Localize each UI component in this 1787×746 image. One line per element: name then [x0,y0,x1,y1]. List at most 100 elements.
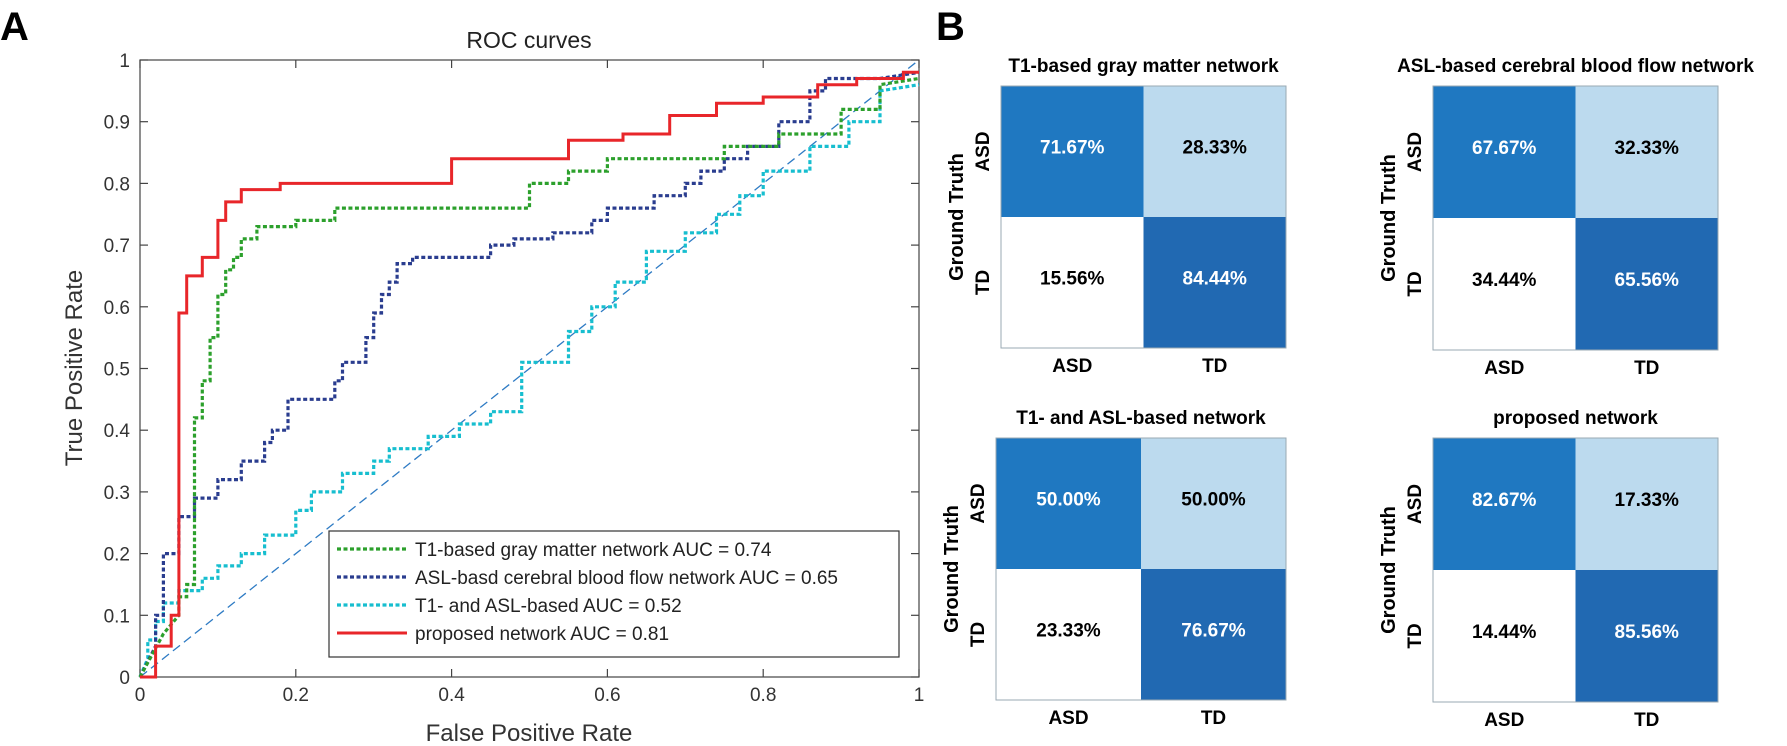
cm-cell-value: 34.44% [1472,270,1537,291]
cm-col-label: ASD [1484,710,1524,731]
cm-cell-value: 17.33% [1615,490,1680,511]
cm-row-label: ASD [1405,132,1426,172]
cm-cell [1001,217,1144,348]
cm-cell-value: 67.67% [1472,138,1537,159]
cm-cell-value: 14.44% [1472,622,1537,643]
cm-cell-value: 28.33% [1183,138,1248,159]
cm-cell-value: 50.00% [1181,490,1246,511]
confusion-matrix-3: 50.00% 50.00% 23.33% 76.67% T1- and ASL-base… [941,408,1287,729]
roc-series-line-3 [140,70,919,679]
cm-cell-value: 23.33% [1036,621,1101,642]
y-tick-label: 0.1 [104,606,130,627]
cm-cell [1433,438,1576,570]
cm-row-label: TD [968,622,989,647]
confusion-matrix-2: 67.67% 32.33% 34.44% 65.56% ASL-based cerebr… [1378,56,1754,379]
cm-cell-value: 85.56% [1615,622,1680,643]
roc-series-line-1 [138,70,920,678]
legend-entry-3: proposed network AUC = 0.81 [415,624,669,645]
cm-ground-truth-label: Ground Truth [941,505,963,633]
cm-col-label: TD [1634,710,1659,731]
cm-ground-truth-label: Ground Truth [1378,506,1400,634]
cm-row-label: ASD [1405,484,1426,524]
y-tick-label: 1 [119,51,130,72]
y-tick-label: 0.8 [104,174,130,195]
cm-cell-value: 76.67% [1181,621,1246,642]
y-tick-label: 0.6 [104,298,130,319]
legend-entry-0: T1-based gray matter network AUC = 0.74 [415,540,772,561]
cm-cell [1141,569,1286,700]
cm-col-label: TD [1202,356,1227,377]
cm-row-label: TD [1405,623,1426,648]
panel-letter-b: B [936,5,965,49]
x-tick-label: 0.2 [283,685,309,706]
cm-cell-value: 82.67% [1472,490,1537,511]
cm-row-label: TD [1405,271,1426,296]
cm-ground-truth-label: Ground Truth [1378,154,1400,282]
cm-title: proposed network [1493,408,1658,429]
x-tick-label: 0.4 [438,685,465,706]
cm-title: T1- and ASL-based network [1016,408,1266,429]
cm-cell [1143,217,1286,348]
cm-frame [995,437,1287,701]
cm-col-label: TD [1634,358,1659,379]
roc-chart: ROC curves False Positive Rate True Posi… [61,27,924,746]
cm-cell [1433,218,1576,350]
cm-cell [1143,86,1286,217]
y-tick-label: 0.7 [104,236,130,257]
roc-lines [138,59,920,679]
y-tick-label: 0.5 [104,360,130,381]
roc-series-line-4 [139,59,920,678]
cm-frame [1000,85,1287,349]
cm-ground-truth-label: Ground Truth [946,153,968,281]
cm-cell [1575,218,1718,350]
cm-col-label: ASD [1048,708,1088,729]
roc-legend: T1-based gray matter network AUC = 0.74 A… [328,530,900,658]
cm-row-label: ASD [973,131,994,171]
cm-col-label: ASD [1052,356,1092,377]
cm-cell-value: 50.00% [1036,490,1101,511]
roc-title: ROC curves [466,27,591,53]
x-tick-label: 1 [914,685,925,706]
confusion-matrix-1: 71.67% 28.33% 15.56% 84.44% T1-based gray ma… [946,56,1287,377]
cm-title: ASL-based cerebral blood flow network [1397,56,1754,77]
cm-row-label: ASD [968,483,989,523]
cm-cell-value: 65.56% [1615,270,1680,291]
x-tick-label: 0.8 [750,685,776,706]
cm-cell [1575,86,1718,218]
roc-x-axis-label: False Positive Rate [426,720,633,746]
cm-cell [1141,438,1286,569]
cm-cell [1575,570,1718,702]
y-tick-label: 0 [119,668,130,689]
y-tick-label: 0.4 [104,421,131,442]
x-tick-label: 0 [135,685,146,706]
y-tick-label: 0.3 [104,483,130,504]
cm-col-label: ASD [1484,358,1524,379]
y-tick-label: 0.9 [104,113,130,134]
confusion-matrix-4: 82.67% 17.33% 14.44% 85.56% proposed network… [1378,408,1719,731]
x-tick-label: 0.6 [594,685,620,706]
legend-entry-1: ASL-basd cerebral blood flow network AUC… [415,568,838,589]
legend-box [328,530,900,658]
cm-cell-value: 32.33% [1615,138,1680,159]
panel-letter-a: A [0,5,29,49]
cm-frame [1432,437,1719,703]
cm-col-label: TD [1201,708,1226,729]
cm-cell [1001,86,1144,217]
roc-y-axis-label: True Positive Rate [61,270,88,467]
roc-ticks: 0 0.2 0.4 0.6 0.8 1 0 0.1 0.2 0.3 0.4 0.5 0.6 0.7 0.8 0… [104,51,925,706]
legend-entry-2: T1- and ASL-based AUC = 0.52 [415,596,682,617]
cm-cell-value: 71.67% [1040,138,1105,159]
cm-cell [996,569,1141,700]
cm-cell [996,438,1141,569]
y-tick-label: 0.2 [104,545,130,566]
cm-cell [1575,438,1718,570]
cm-cell-value: 15.56% [1040,269,1105,290]
cm-cell [1433,86,1576,218]
roc-series-line-0 [138,76,920,678]
cm-cell-value: 84.44% [1183,269,1248,290]
confusion-matrices: 71.67% 28.33% 15.56% 84.44% T1-based gray ma… [941,56,1754,731]
cm-frame [1432,85,1719,351]
cm-title: T1-based gray matter network [1008,56,1279,77]
cm-row-label: TD [973,270,994,295]
